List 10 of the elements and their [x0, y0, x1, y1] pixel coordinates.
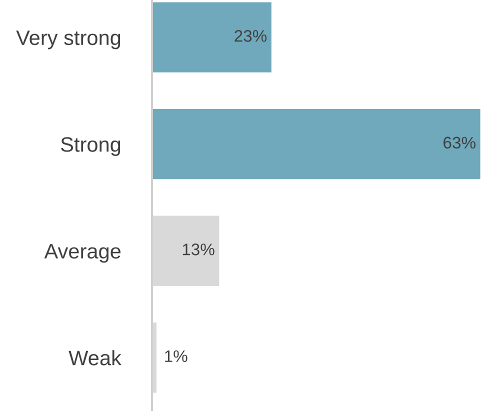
data-label: 23% [234, 30, 267, 42]
y-tick-label: Weak [68, 350, 122, 366]
data-label: 13% [182, 244, 214, 256]
y-tick-label: Strong [61, 137, 120, 156]
bar [152, 0, 273, 74]
bar [152, 108, 481, 181]
data-label: 63% [444, 136, 476, 149]
y-tick-label: Very strong [16, 30, 120, 50]
data-label: 1% [165, 350, 188, 362]
y-tick-label: Average [44, 244, 121, 263]
